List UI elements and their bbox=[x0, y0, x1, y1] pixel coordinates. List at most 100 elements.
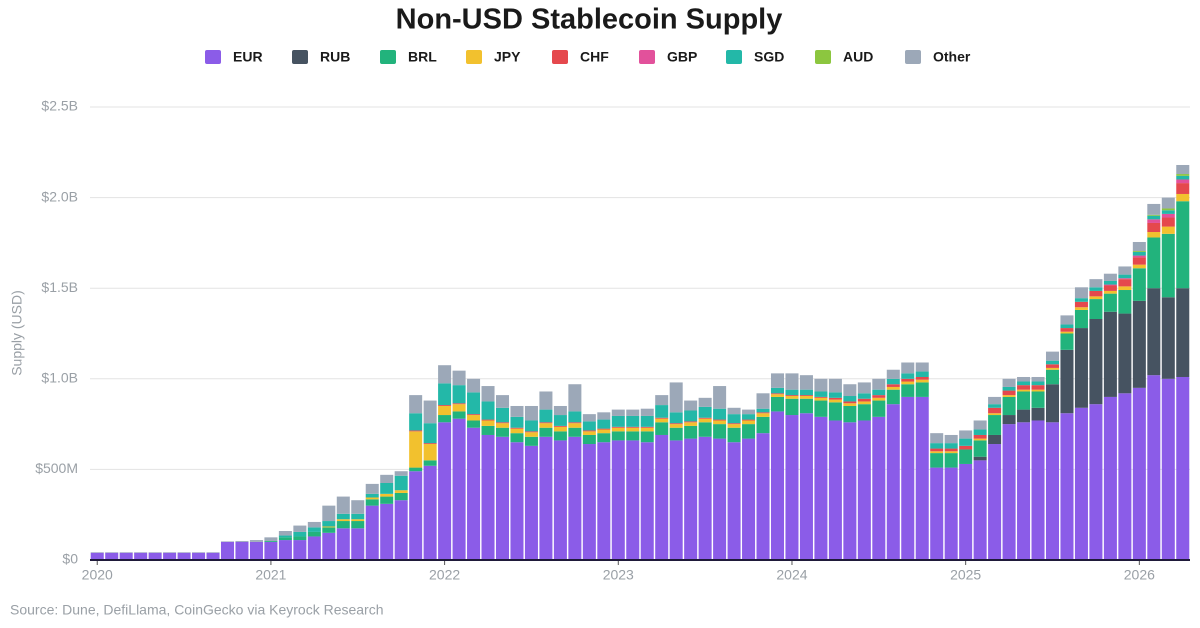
legend-swatch bbox=[466, 50, 482, 64]
bar-segment bbox=[1031, 389, 1045, 392]
bar-segment bbox=[669, 427, 683, 441]
bar-segment bbox=[1060, 328, 1074, 332]
bar-segment bbox=[409, 395, 423, 414]
bar-segment bbox=[524, 445, 538, 560]
legend-swatch bbox=[292, 50, 308, 64]
bar-segment bbox=[930, 443, 944, 449]
y-axis-label: Supply (USD) bbox=[9, 290, 25, 376]
bar-segment bbox=[105, 552, 119, 553]
bar-segment bbox=[684, 438, 698, 560]
bar-segment bbox=[1118, 279, 1132, 287]
bar-segment bbox=[1132, 241, 1146, 252]
bar-segment bbox=[134, 552, 148, 553]
legend-swatch bbox=[639, 50, 655, 64]
bar-segment bbox=[481, 420, 495, 426]
bar-segment bbox=[524, 405, 538, 421]
bar-segment bbox=[307, 531, 321, 537]
x-tick-label: 2022 bbox=[429, 567, 460, 583]
bar-segment bbox=[785, 389, 799, 396]
bar-segment bbox=[828, 402, 842, 421]
legend-swatch bbox=[552, 50, 568, 64]
bar-segment bbox=[713, 408, 727, 420]
bar-segment bbox=[1089, 404, 1103, 560]
bar-segment bbox=[959, 438, 973, 446]
bar-segment bbox=[322, 505, 336, 522]
bar-segment bbox=[365, 483, 379, 494]
bar-segment bbox=[655, 405, 669, 418]
legend-label: AUD bbox=[843, 49, 873, 65]
bar-segment bbox=[1045, 369, 1060, 385]
bar-segment bbox=[278, 540, 292, 560]
bar-segment bbox=[1045, 360, 1060, 365]
bar-segment bbox=[452, 385, 466, 404]
bar-segment bbox=[1161, 217, 1175, 227]
bar-segment bbox=[1147, 375, 1161, 560]
legend-label: GBP bbox=[667, 49, 697, 65]
bar-segment bbox=[1176, 376, 1190, 560]
bar-segment bbox=[828, 378, 842, 393]
bar-segment bbox=[394, 475, 408, 491]
bar-segment bbox=[597, 412, 611, 420]
bar-segment bbox=[235, 541, 249, 560]
bar-segment bbox=[1132, 251, 1146, 252]
bar-segment bbox=[1161, 297, 1175, 379]
bar-segment bbox=[481, 401, 495, 420]
bar-segment bbox=[930, 453, 944, 468]
y-tick-label: $0 bbox=[62, 551, 78, 567]
bar-segment bbox=[669, 423, 683, 425]
bar-segment bbox=[380, 503, 394, 560]
bar-segment bbox=[597, 442, 611, 560]
bar-segment bbox=[930, 451, 944, 454]
bar-segment bbox=[278, 535, 292, 538]
legend-label: RUB bbox=[320, 49, 350, 65]
bar-segment bbox=[264, 541, 278, 560]
bar-segment bbox=[727, 423, 741, 425]
bar-segment bbox=[742, 424, 756, 439]
bar-segment bbox=[698, 418, 712, 423]
bar-segment bbox=[1002, 378, 1016, 387]
bar-segment bbox=[886, 369, 900, 379]
bar-segment bbox=[973, 434, 987, 439]
bar-segment bbox=[1161, 210, 1175, 214]
legend-swatch bbox=[905, 50, 921, 64]
bar-segment bbox=[655, 418, 669, 423]
bar-segment bbox=[351, 521, 365, 529]
bar-segment bbox=[930, 448, 944, 452]
bar-segment bbox=[481, 419, 495, 421]
bar-segment bbox=[944, 443, 958, 449]
bar-segment bbox=[915, 396, 929, 560]
bar-segment bbox=[481, 386, 495, 402]
bar-segment bbox=[930, 433, 944, 444]
bar-segment bbox=[597, 419, 611, 429]
bar-segment bbox=[495, 407, 510, 423]
bar-segment bbox=[452, 411, 466, 419]
bar-segment bbox=[1017, 422, 1031, 560]
bar-segment bbox=[1089, 287, 1103, 291]
bar-segment bbox=[814, 397, 828, 401]
bar-segment bbox=[1118, 278, 1132, 280]
bar-segment bbox=[278, 537, 292, 541]
bar-segment bbox=[828, 397, 842, 400]
bar-segment bbox=[1132, 300, 1146, 388]
bar-segment bbox=[1132, 257, 1146, 265]
legend-swatch bbox=[205, 50, 221, 64]
legend-label: CHF bbox=[580, 49, 609, 65]
bar-segment bbox=[582, 430, 596, 432]
bar-segment bbox=[1031, 391, 1045, 408]
bar-segment bbox=[394, 471, 408, 476]
bar-segment bbox=[394, 500, 408, 560]
bar-segment bbox=[727, 424, 741, 428]
bar-segment bbox=[568, 384, 582, 412]
bar-segment bbox=[539, 391, 553, 410]
bar-segment bbox=[814, 396, 828, 398]
bar-segment bbox=[1147, 214, 1161, 216]
bar-segment bbox=[365, 497, 379, 500]
bar-segment bbox=[742, 438, 756, 560]
bar-segment bbox=[423, 443, 437, 445]
y-tick-label: $1.5B bbox=[41, 279, 78, 295]
bar-segment bbox=[1074, 309, 1088, 329]
bar-segment bbox=[293, 536, 307, 541]
bar-segment bbox=[1074, 328, 1088, 408]
x-tick-label: 2026 bbox=[1124, 567, 1155, 583]
bar-segment bbox=[365, 493, 379, 498]
